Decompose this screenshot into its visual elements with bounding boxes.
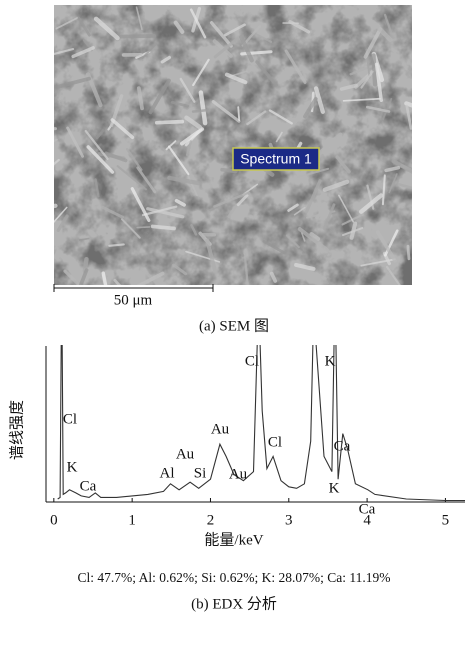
sem-image: Spectrum 1 [28, 5, 434, 305]
x-tick-label: 3 [285, 512, 293, 528]
x-tick-label: 0 [50, 512, 58, 528]
fiber [408, 246, 409, 259]
peak-label: Ca [80, 478, 97, 494]
peak-label: Cl [63, 411, 77, 427]
fiber [193, 110, 207, 111]
scale-label: 50 μm [114, 292, 153, 308]
figure: Spectrum 1 50 μm (a) SEM 图 能量/keV 谱线强度 C… [0, 0, 468, 646]
y-axis-label: 谱线强度 [8, 400, 25, 460]
x-axis-label: 能量/keV [204, 531, 263, 548]
peak-label: Cl [268, 434, 282, 450]
fiber [41, 129, 55, 130]
fiber [118, 36, 154, 37]
caption: (a) SEM 图 [199, 317, 269, 334]
fiber [153, 226, 174, 228]
fiber [238, 107, 239, 120]
spectrum-label: Spectrum 1 [240, 151, 312, 167]
peak-label: K [67, 459, 78, 475]
peak-label: Al [160, 465, 175, 481]
x-tick-label: 1 [128, 512, 136, 528]
peak-label: K [329, 480, 340, 496]
peak-label: K [325, 353, 336, 369]
fiber [157, 122, 182, 123]
peak-label: Ca [359, 501, 376, 517]
peak-label: Cl [245, 353, 259, 369]
caption: (b) EDX 分析 [191, 595, 277, 612]
fiber [28, 206, 56, 211]
fiber [373, 56, 375, 85]
peak-label: Au [229, 466, 248, 482]
peak-label: Si [194, 465, 207, 481]
fiber [137, 227, 149, 228]
x-tick-label: 2 [207, 512, 215, 528]
peak-label: Au [176, 446, 195, 462]
peak-label: Au [211, 421, 230, 437]
peak-label: Ca [334, 438, 351, 454]
composition: Cl: 47.7%; Al: 0.62%; Si: 0.62%; K: 28.0… [78, 570, 391, 585]
fiber [109, 244, 123, 245]
x-tick-label: 5 [442, 512, 450, 528]
